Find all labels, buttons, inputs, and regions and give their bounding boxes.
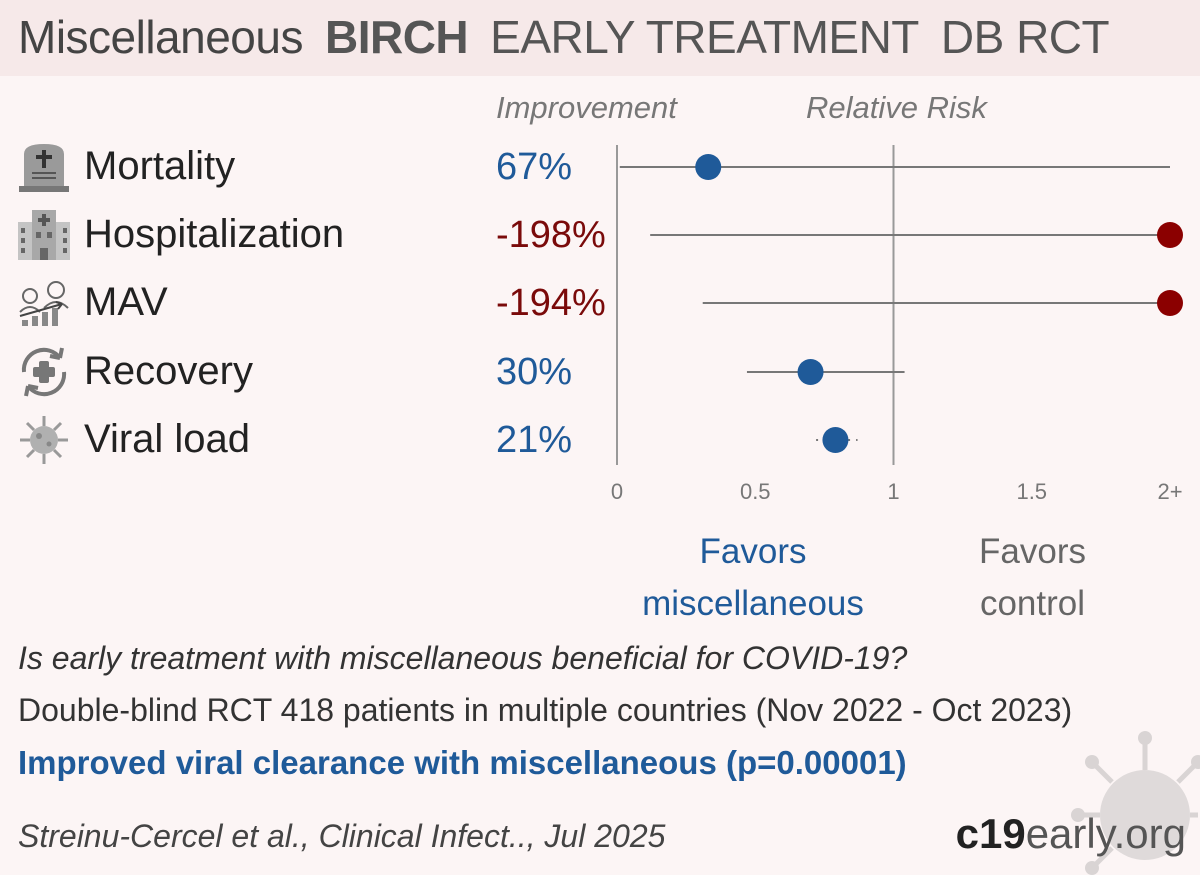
ventilation-icon (19, 281, 69, 326)
outcome-label-recovery: Recovery (84, 349, 253, 393)
x-tick-label: 1.5 (1016, 479, 1047, 504)
outcome-label-mortality: Mortality (84, 144, 236, 188)
rr-point (797, 359, 824, 385)
study-question: Is early treatment with miscellaneous be… (18, 640, 908, 676)
x-tick-label: 0 (611, 479, 623, 504)
title-study: BIRCH (324, 11, 469, 63)
recovery-icon (21, 347, 67, 397)
improvement-mav: -194% (496, 282, 606, 324)
x-tick-label: 2+ (1157, 479, 1182, 504)
improvement-recovery: 30% (496, 351, 573, 393)
x-tick-label: 1 (887, 479, 899, 504)
virus-icon (20, 416, 68, 464)
rr-point (822, 427, 849, 453)
virus-watermark-icon (1071, 731, 1200, 875)
study-result: Improved viral clearance with miscellane… (18, 744, 907, 781)
x-tick-label: 0.5 (740, 479, 771, 504)
rr-point (1157, 222, 1183, 248)
citation: Streinu-Cercel et al., Clinical Infect..… (18, 818, 666, 854)
page-title: Miscellaneous BIRCH EARLY TREATMENT DB RCT (18, 10, 1131, 64)
tombstone-icon (19, 144, 69, 192)
outcome-label-mav: MAV (84, 280, 168, 324)
title-stage: EARLY TREATMENT (490, 11, 919, 63)
rr-point (695, 154, 722, 180)
favors-treatment-label: Favors miscellaneous (642, 532, 864, 623)
hospital-icon (18, 210, 70, 260)
improvement-hospitalization: -198% (496, 214, 606, 256)
brand-bold: c19 (955, 810, 1026, 857)
improvement-mortality: 67% (496, 146, 573, 188)
brand-rest: early.org (1025, 810, 1186, 857)
title-treatment: Miscellaneous (18, 11, 303, 63)
outcome-label-viral-load: Viral load (84, 417, 251, 461)
header-bar (0, 0, 1200, 76)
relative-risk-column-header: Relative Risk (806, 90, 987, 125)
rr-point (1157, 290, 1183, 316)
title-design: DB RCT (940, 11, 1110, 63)
improvement-viral-load: 21% (496, 419, 573, 461)
study-design: Double-blind RCT 418 patients in multipl… (18, 692, 1073, 728)
outcome-label-hospitalization: Hospitalization (84, 212, 345, 256)
brand-logo[interactable]: c19early.org (956, 810, 1186, 858)
favors-control-label: Favors control (979, 532, 1086, 623)
improvement-column-header: Improvement (496, 90, 677, 125)
